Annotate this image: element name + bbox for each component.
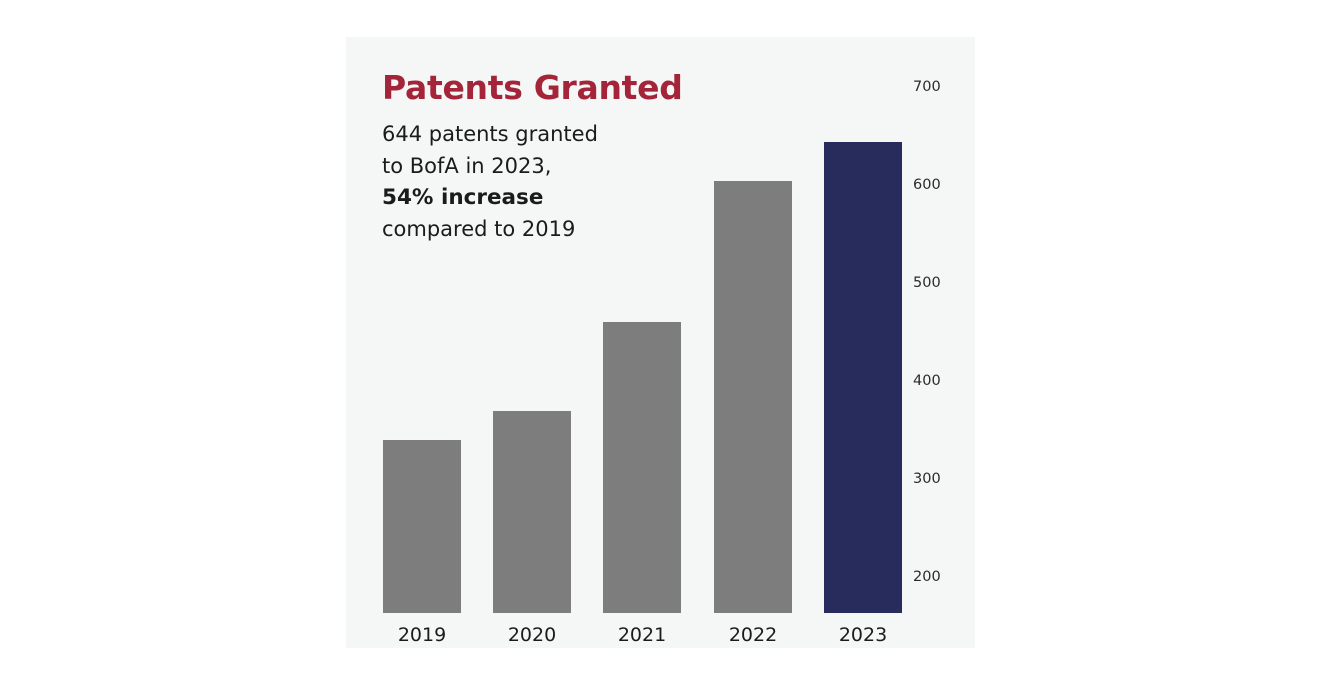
x-tick-label-2021: 2021 xyxy=(617,624,667,646)
x-tick-label-2019: 2019 xyxy=(397,624,447,646)
bar-2020[interactable] xyxy=(493,411,571,613)
chart-subtitle: 644 patents granted to BofA in 2023, 54% i… xyxy=(382,119,672,245)
bar-2021[interactable] xyxy=(603,321,681,613)
plot-area: 2019 2020 2021 2022 2023 200 300 400 500 600 700 xyxy=(346,37,975,648)
bar-2023[interactable] xyxy=(824,141,902,613)
chart-text-block: Patents Granted 644 patents granted to Bo… xyxy=(382,68,683,245)
bar-rect-2019 xyxy=(383,439,461,613)
chart-subtitle-line-4: compared to 2019 xyxy=(382,216,576,241)
chart-subtitle-line-1: 644 patents granted xyxy=(382,122,598,146)
chart-subtitle-line-3: 54% increase xyxy=(382,185,544,210)
y-tick-label-200: 200 xyxy=(913,568,941,585)
chart-panel: 2019 2020 2021 2022 2023 200 300 400 500 600 700 … xyxy=(346,37,975,648)
x-tick-label-2020: 2020 xyxy=(507,624,557,646)
x-tick-label-2023: 2023 xyxy=(838,624,888,646)
bar-2022[interactable] xyxy=(714,180,792,613)
y-tick-label-600: 600 xyxy=(913,176,941,193)
bar-rect-2023 xyxy=(824,141,902,613)
y-tick-label-300: 300 xyxy=(913,470,941,487)
chart-subtitle-line-2: to BofA in 2023, xyxy=(382,153,552,178)
bar-rect-2020 xyxy=(493,411,571,613)
bar-rect-2021 xyxy=(603,321,681,613)
page-title: Patents Granted xyxy=(382,68,683,107)
bar-2019[interactable] xyxy=(383,439,461,613)
x-tick-label-2022: 2022 xyxy=(728,624,778,646)
y-tick-label-700: 700 xyxy=(913,78,941,95)
y-tick-label-500: 500 xyxy=(913,274,941,291)
bar-rect-2022 xyxy=(714,180,792,613)
y-tick-label-400: 400 xyxy=(913,372,941,389)
